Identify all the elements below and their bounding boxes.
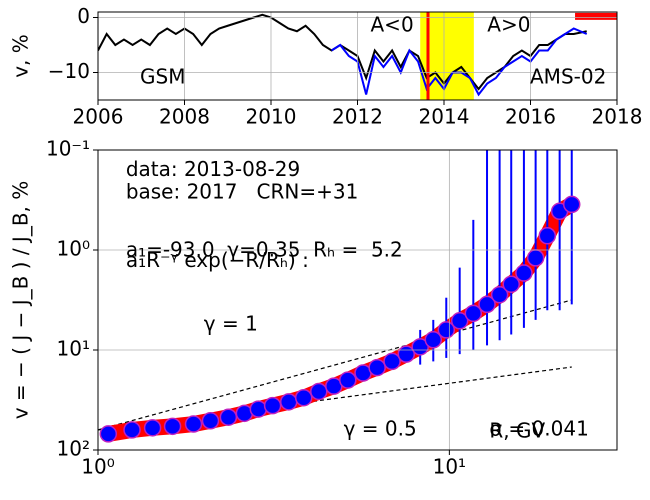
annotation: A>0 xyxy=(487,12,530,36)
point xyxy=(502,275,520,293)
y-axis-label: v = − ( J − J_B ) / J_B, % xyxy=(9,181,33,420)
reference-label: γ = 0.5 xyxy=(344,416,417,440)
point xyxy=(143,419,162,437)
x-tick-label: 2008 xyxy=(159,105,210,129)
axes-frame xyxy=(97,149,618,451)
plot-area xyxy=(98,150,581,443)
point xyxy=(279,393,298,411)
x-tick-label: 2006 xyxy=(73,105,124,129)
x-tick-label: 2018 xyxy=(592,105,643,129)
point xyxy=(201,412,220,430)
point xyxy=(538,226,557,245)
point xyxy=(249,400,268,418)
reference-label: γ = 1 xyxy=(204,311,258,335)
point xyxy=(478,295,496,314)
point xyxy=(310,382,328,401)
series-label: GSM xyxy=(140,65,185,89)
x-tick-label: 10⁰ xyxy=(81,455,114,479)
x-tick-label: 2012 xyxy=(332,105,383,129)
point xyxy=(424,331,443,349)
point xyxy=(526,249,545,267)
point xyxy=(383,352,401,371)
y-tick-label: −10 xyxy=(48,59,90,83)
y-tick-label: 10² xyxy=(57,437,90,461)
reference-line xyxy=(98,299,572,431)
point xyxy=(294,388,313,407)
y-tick-label: 10⁰ xyxy=(57,237,90,261)
y-axis-label: v, % xyxy=(9,34,33,78)
point xyxy=(263,396,282,415)
point xyxy=(99,425,118,443)
point xyxy=(219,408,238,426)
point xyxy=(490,285,509,304)
point xyxy=(123,421,141,439)
y-tick-label: 10¹ xyxy=(57,337,90,361)
point xyxy=(515,264,533,282)
annotation: σ = 0.041 xyxy=(489,416,588,440)
point xyxy=(437,321,456,339)
point xyxy=(464,304,483,323)
axes-frame xyxy=(97,11,618,101)
y-tick-label: 0 xyxy=(77,4,90,28)
x-tick-label: 2016 xyxy=(505,105,556,129)
annotation: data: 2013-08-29 xyxy=(126,157,300,181)
point xyxy=(368,358,386,377)
x-axis-label: R, GV xyxy=(489,419,545,443)
point xyxy=(562,195,581,214)
x-tick-label: 2014 xyxy=(419,105,470,129)
point xyxy=(163,417,182,436)
annotation: a₁R⁻ᵞ exp(−R/Rₕ) : xyxy=(126,248,309,272)
point xyxy=(450,312,469,330)
y-tick-label: 10⁻¹ xyxy=(46,137,90,161)
point xyxy=(339,371,357,389)
x-tick-label: 2010 xyxy=(246,105,297,129)
annotation: a₁=-93.0 γ=0.35 Rₕ = 5.2 xyxy=(126,237,403,261)
annotation: base: 2017 CRN=+31 xyxy=(126,180,359,204)
series-label: AMS-02 xyxy=(530,65,606,89)
annotation: A<0 xyxy=(371,12,414,36)
point xyxy=(184,415,203,433)
x-tick-label: 10¹ xyxy=(433,455,466,479)
